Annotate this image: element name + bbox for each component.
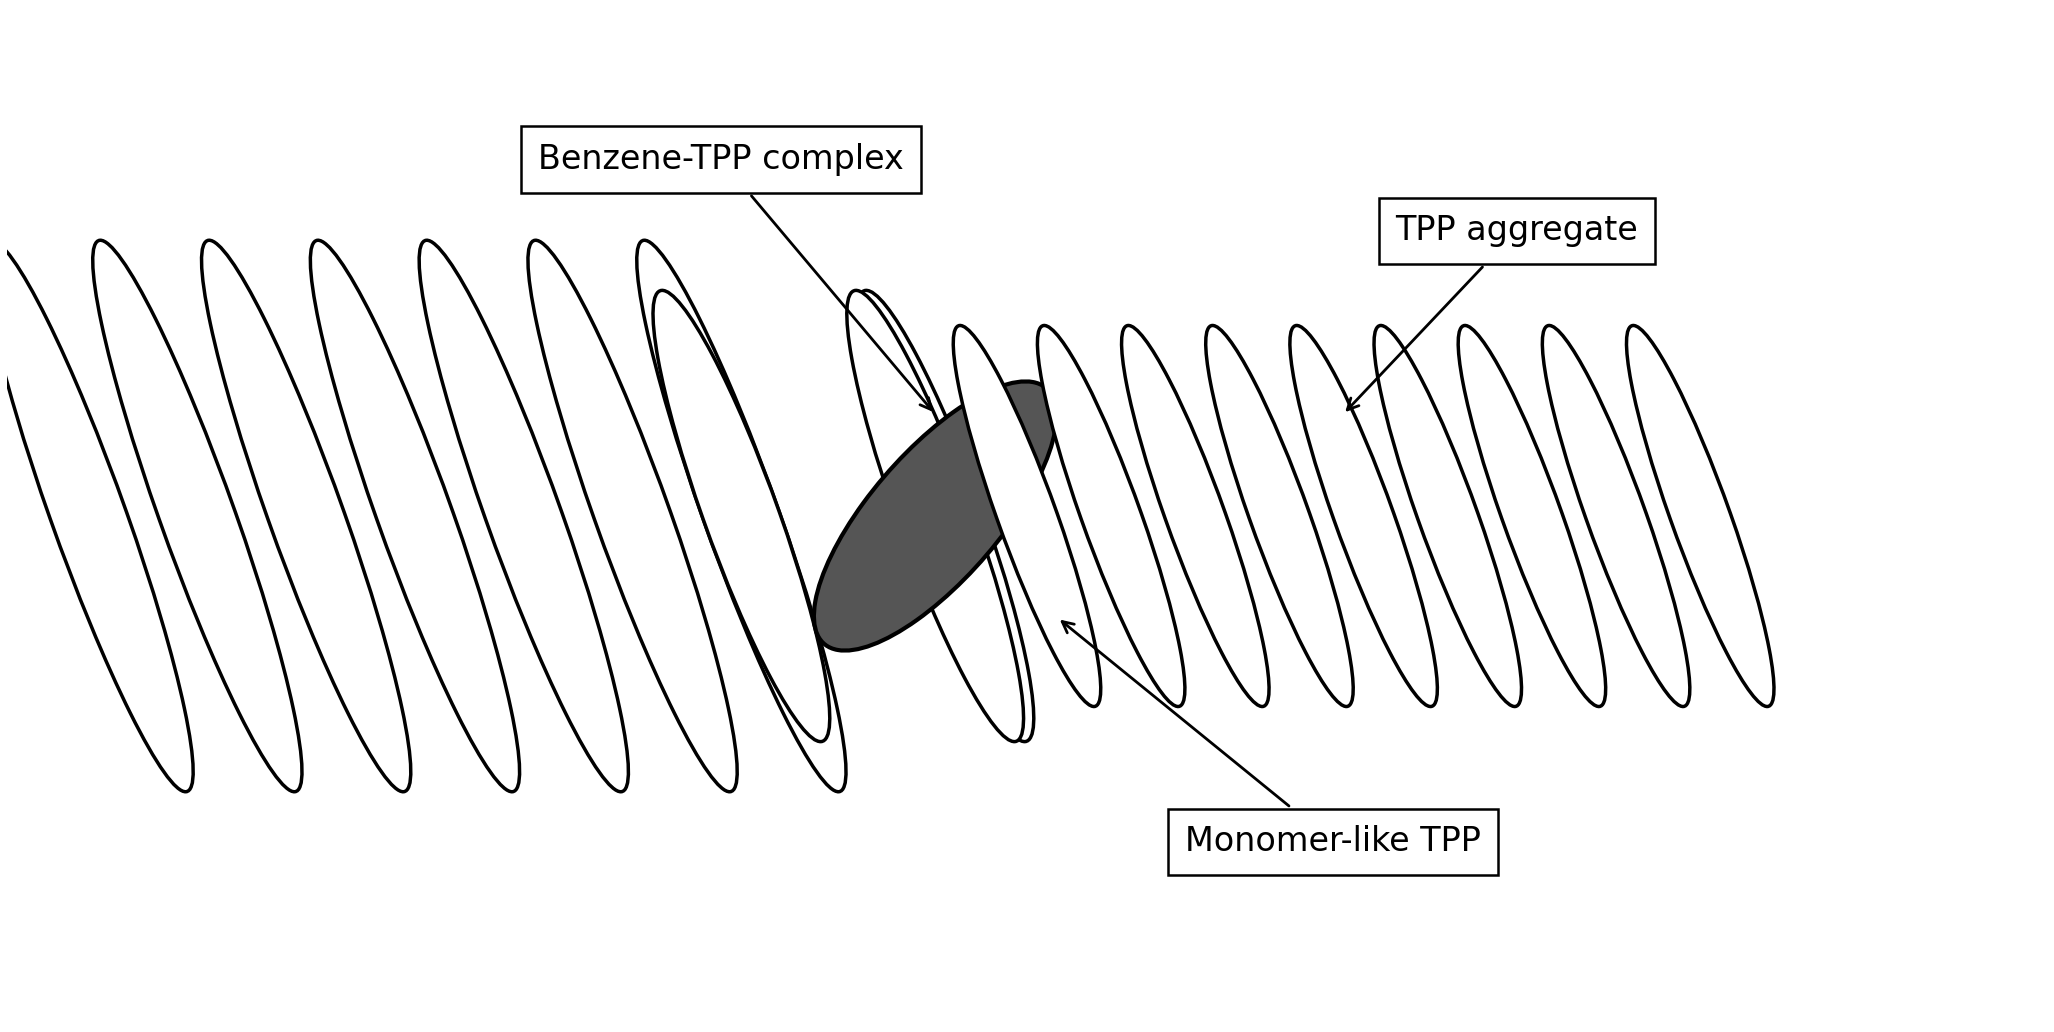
Ellipse shape xyxy=(0,240,193,792)
Ellipse shape xyxy=(813,382,1056,650)
Ellipse shape xyxy=(1458,325,1606,707)
Ellipse shape xyxy=(1374,325,1522,707)
Ellipse shape xyxy=(1037,325,1185,707)
Ellipse shape xyxy=(92,240,302,792)
Ellipse shape xyxy=(1206,325,1354,707)
Ellipse shape xyxy=(953,325,1101,707)
Text: Monomer-like TPP: Monomer-like TPP xyxy=(1062,621,1481,859)
Ellipse shape xyxy=(310,240,520,792)
Text: Benzene-TPP complex: Benzene-TPP complex xyxy=(538,143,930,410)
Ellipse shape xyxy=(528,240,737,792)
Ellipse shape xyxy=(857,290,1033,742)
Ellipse shape xyxy=(653,290,830,742)
Ellipse shape xyxy=(1290,325,1438,707)
Ellipse shape xyxy=(1627,325,1775,707)
Ellipse shape xyxy=(637,240,846,792)
Ellipse shape xyxy=(1121,325,1269,707)
Ellipse shape xyxy=(1543,325,1690,707)
Ellipse shape xyxy=(419,240,629,792)
Ellipse shape xyxy=(201,240,411,792)
Ellipse shape xyxy=(846,290,1023,742)
Text: TPP aggregate: TPP aggregate xyxy=(1347,215,1637,410)
